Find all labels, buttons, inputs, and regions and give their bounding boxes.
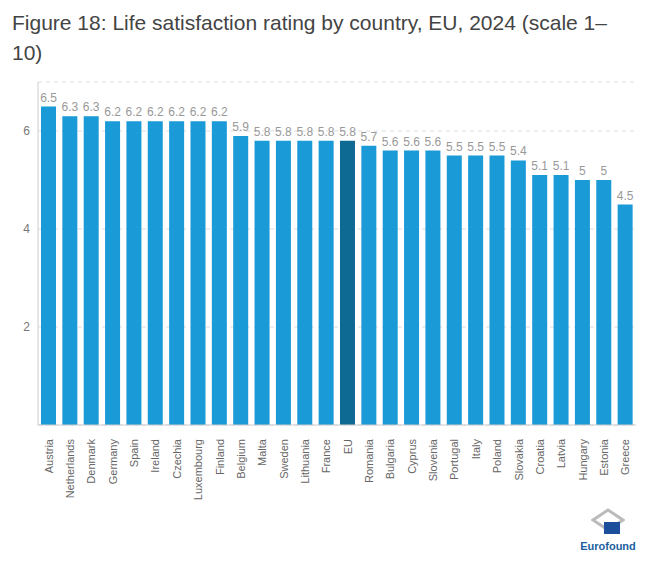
svg-text:5.4: 5.4 xyxy=(510,144,527,158)
svg-text:6.2: 6.2 xyxy=(190,105,207,119)
svg-text:5.5: 5.5 xyxy=(489,140,506,154)
svg-text:5.5: 5.5 xyxy=(467,140,484,154)
svg-text:Portugal: Portugal xyxy=(448,439,460,480)
svg-text:5.5: 5.5 xyxy=(446,140,463,154)
svg-text:5: 5 xyxy=(600,164,607,178)
svg-text:6.2: 6.2 xyxy=(104,105,121,119)
svg-text:Germany: Germany xyxy=(107,439,119,485)
svg-text:6.2: 6.2 xyxy=(168,105,185,119)
svg-text:5.6: 5.6 xyxy=(425,135,442,149)
svg-text:5.6: 5.6 xyxy=(403,135,420,149)
svg-text:5.8: 5.8 xyxy=(318,125,335,139)
svg-text:Slovenia: Slovenia xyxy=(427,438,439,481)
svg-text:5.6: 5.6 xyxy=(382,135,399,149)
svg-text:Luxembourg: Luxembourg xyxy=(192,439,204,500)
svg-text:Italy: Italy xyxy=(470,439,482,460)
svg-text:6.2: 6.2 xyxy=(126,105,143,119)
svg-text:6.2: 6.2 xyxy=(211,105,228,119)
svg-text:France: France xyxy=(320,439,332,473)
svg-text:5.8: 5.8 xyxy=(339,125,356,139)
html-text:Figure 18: Life satisfaction r: Figure 18: Life satisfaction rating by c… xyxy=(12,11,607,64)
svg-text:Hungary: Hungary xyxy=(577,439,589,481)
svg-text:Bulgaria: Bulgaria xyxy=(384,438,396,479)
svg-text:2: 2 xyxy=(23,320,30,334)
svg-text:Poland: Poland xyxy=(491,439,503,473)
svg-text:5.1: 5.1 xyxy=(531,159,548,173)
svg-text:6.5: 6.5 xyxy=(40,91,57,105)
svg-text:Finland: Finland xyxy=(214,439,226,475)
svg-text:5.1: 5.1 xyxy=(553,159,570,173)
svg-text:EU: EU xyxy=(342,439,354,454)
svg-text:Czechia: Czechia xyxy=(171,438,183,479)
svg-text:5.9: 5.9 xyxy=(232,120,249,134)
svg-text:Lithuania: Lithuania xyxy=(299,438,311,484)
svg-text:5.8: 5.8 xyxy=(254,125,271,139)
svg-text:Estonia: Estonia xyxy=(598,438,610,476)
svg-text:6.2: 6.2 xyxy=(147,105,164,119)
svg-text:4.5: 4.5 xyxy=(617,189,634,203)
svg-text:Malta: Malta xyxy=(256,438,268,466)
svg-text:Spain: Spain xyxy=(128,439,140,467)
svg-text:5.7: 5.7 xyxy=(361,130,378,144)
svg-text:Greece: Greece xyxy=(619,439,631,475)
svg-text:5.8: 5.8 xyxy=(296,125,313,139)
svg-text:Sweden: Sweden xyxy=(278,439,290,479)
svg-text:Austria: Austria xyxy=(43,438,55,473)
svg-text:Ireland: Ireland xyxy=(149,439,161,473)
svg-text:5: 5 xyxy=(579,164,586,178)
svg-text:Cyprus: Cyprus xyxy=(406,439,418,474)
svg-text:6.3: 6.3 xyxy=(62,100,79,114)
svg-text:Denmark: Denmark xyxy=(85,439,97,484)
svg-text:Latvia: Latvia xyxy=(555,438,567,468)
svg-text:5.8: 5.8 xyxy=(275,125,292,139)
svg-text:Romania: Romania xyxy=(363,438,375,483)
svg-text:Belgium: Belgium xyxy=(235,439,247,479)
svg-text:Netherlands: Netherlands xyxy=(64,439,76,499)
svg-text:6: 6 xyxy=(23,124,30,138)
svg-text:4: 4 xyxy=(23,222,30,236)
html-text:Eurofound: Eurofound xyxy=(580,540,636,552)
svg-text:Croatia: Croatia xyxy=(534,438,546,474)
svg-text:Slovakia: Slovakia xyxy=(513,438,525,480)
svg-text:6.3: 6.3 xyxy=(83,100,100,114)
